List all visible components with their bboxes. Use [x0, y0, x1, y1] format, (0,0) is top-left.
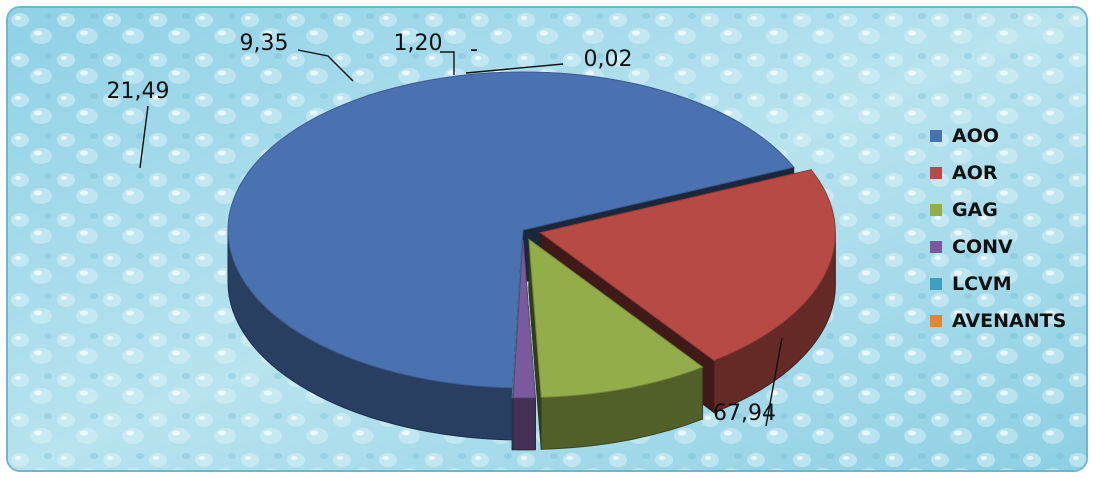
legend-item-lcvm: LCVM	[930, 273, 1012, 295]
pie-slice-gag	[528, 238, 704, 450]
pie-chart: 67,94 21,49 9,35 1,20 0,02 - AOO AOR GAG CONV LCV…	[8, 8, 1086, 470]
legend-label: AOO	[952, 125, 999, 147]
legend-swatch	[930, 167, 942, 179]
legend-item-gag: GAG	[930, 199, 998, 221]
legend-label: CONV	[952, 236, 1013, 258]
data-label-conv: 1,20	[394, 31, 443, 56]
leader-line-aoo	[765, 337, 783, 427]
legend-label: AVENANTS	[952, 310, 1066, 332]
data-label-aor: 21,49	[107, 79, 170, 104]
legend-label: LCVM	[952, 273, 1012, 295]
leader-line-gag	[297, 49, 354, 82]
data-label-lcvm: 0,02	[584, 47, 633, 72]
legend-label: AOR	[952, 162, 998, 184]
leader-line-conv	[440, 51, 455, 75]
data-label-gag: 9,35	[240, 31, 289, 56]
leader-line-aor	[139, 105, 149, 169]
leader-line-lcvm	[465, 63, 564, 74]
legend-label: GAG	[952, 199, 998, 221]
legend-swatch	[930, 278, 942, 290]
legend-swatch	[930, 204, 942, 216]
data-label-avenants: -	[470, 37, 478, 62]
legend-swatch	[930, 241, 942, 253]
legend-item-aoo: AOO	[930, 125, 999, 147]
legend-item-conv: CONV	[930, 236, 1013, 258]
legend-swatch	[930, 315, 942, 327]
pie-slice-conv	[512, 239, 536, 451]
legend-swatch	[930, 130, 942, 142]
chart-frame: 67,94 21,49 9,35 1,20 0,02 - AOO AOR GAG CONV LCV…	[6, 6, 1088, 472]
legend-item-aor: AOR	[930, 162, 998, 184]
legend-item-avenants: AVENANTS	[930, 310, 1066, 332]
data-label-aoo: 67,94	[713, 401, 776, 426]
